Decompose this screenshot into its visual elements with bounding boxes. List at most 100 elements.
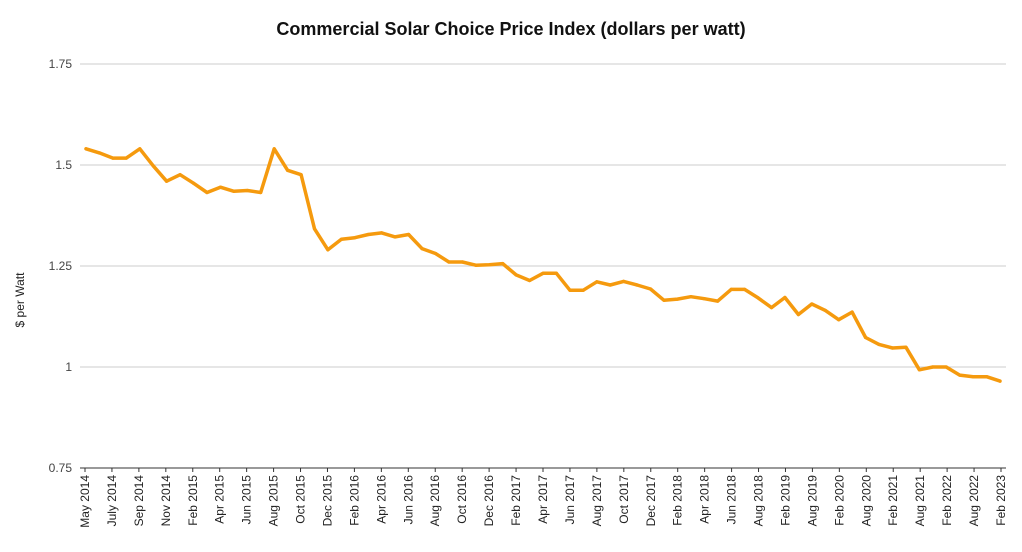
data-point [958,373,962,377]
x-tick-label: Dec 2017 [644,475,658,527]
data-point [447,260,451,264]
x-axis-ticks: May 2014 July 2014 Sep 2014 Nov 2014 Feb 201… [78,468,1008,528]
x-tick-label: Sep 2014 [132,475,146,527]
data-point [178,173,182,177]
data-point [205,190,209,195]
data-point [595,280,599,284]
data-point [501,262,505,266]
data-point [648,287,653,291]
x-tick-label: Jun 2016 [401,475,415,525]
data-point [151,164,155,168]
data-point [326,248,330,252]
data-point [769,306,774,310]
y-tick-label: 1.25 [49,259,73,273]
data-point [823,308,827,312]
data-point [796,312,801,317]
x-tick-label: Dec 2015 [320,475,334,527]
x-tick-label: Feb 2021 [886,475,900,526]
data-point [675,297,680,301]
x-tick-label: Oct 2017 [617,475,631,524]
y-tick-label: 1 [65,360,72,374]
x-tick-label: Jun 2018 [725,475,739,525]
y-axis-label: $ per Watt [13,272,27,328]
data-point [514,273,518,277]
x-tick-label: Feb 2022 [940,475,954,526]
data-point [380,231,384,235]
data-point [165,179,169,183]
x-tick-label: Aug 2020 [859,475,873,527]
x-tick-label: Feb 2015 [186,475,200,526]
data-point [729,287,733,291]
x-tick-label: Feb 2018 [671,475,685,526]
x-tick-label: Aug 2017 [590,475,604,527]
data-point [312,227,317,231]
data-point [554,271,559,275]
data-point [783,295,787,300]
data-point [286,168,290,172]
x-tick-label: Apr 2018 [698,475,712,524]
x-tick-label: Aug 2016 [428,475,442,527]
data-point [890,346,895,350]
x-tick-label: Aug 2022 [967,475,981,527]
data-point [393,235,397,239]
y-tick-label: 1.75 [49,57,73,71]
x-tick-label: Feb 2020 [832,475,846,526]
data-point [460,260,464,264]
x-tick-label: Feb 2016 [347,475,361,526]
data-point [474,263,478,267]
data-point [998,379,1002,383]
x-tick-label: Oct 2015 [294,475,308,524]
x-tick-label: Aug 2021 [913,475,927,527]
data-point [756,296,760,300]
data-point [218,185,222,189]
series-line [84,147,1002,383]
data-point [931,365,935,369]
data-point [944,365,948,369]
data-point [124,156,128,160]
data-point [985,375,989,379]
data-point [635,283,639,287]
data-point [662,298,666,302]
data-point [568,288,572,292]
data-point [272,147,276,151]
data-point [407,232,411,237]
x-tick-label: May 2014 [78,475,92,528]
x-tick-label: Oct 2016 [455,475,469,524]
x-tick-label: Jun 2017 [563,475,577,525]
data-point [528,278,532,283]
data-point [904,345,908,349]
x-tick-label: Feb 2023 [994,475,1008,526]
data-point [84,147,88,151]
data-point [622,279,626,283]
data-point [245,188,249,193]
data-point [608,283,612,287]
data-point [339,237,343,241]
x-tick-label: Feb 2019 [778,475,792,526]
data-point [138,147,142,151]
data-point [420,247,424,251]
x-tick-label: Apr 2016 [374,475,388,524]
data-point [810,302,814,306]
x-tick-label: Apr 2015 [213,475,227,524]
x-tick-label: Nov 2014 [159,475,173,527]
data-point [487,263,491,267]
data-point [877,342,881,346]
data-point [433,251,438,256]
x-tick-label: Apr 2017 [536,475,550,524]
data-point [366,232,370,237]
x-tick-label: Aug 2018 [752,475,766,527]
data-point [353,236,357,240]
series-lines [84,147,1002,383]
x-tick-label: Jun 2015 [240,475,254,525]
data-point [191,181,196,185]
data-point [837,318,841,322]
data-point [259,190,263,195]
data-point [97,151,101,155]
data-point [689,295,693,299]
y-axis-ticks: 0.75 1 1.25 1.5 1.75 [49,57,73,475]
data-point [299,173,303,177]
data-point [850,310,854,314]
data-point [541,271,545,275]
